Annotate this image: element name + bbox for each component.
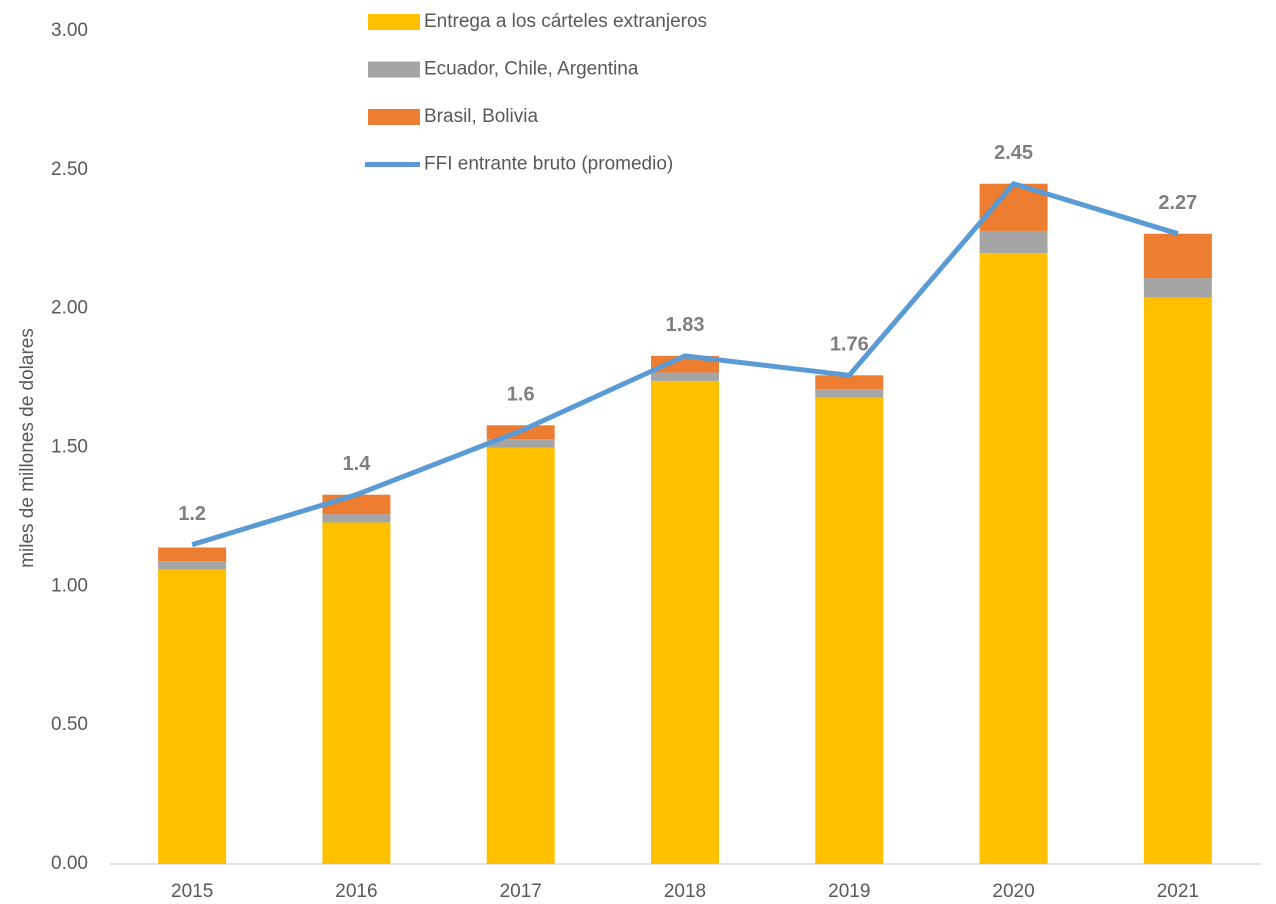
data-label: 2.27 xyxy=(1158,192,1197,214)
bar-segment xyxy=(158,569,227,864)
bar-segment xyxy=(1143,233,1212,279)
bar-segment xyxy=(815,389,884,398)
x-tick-label: 2015 xyxy=(171,881,213,902)
bar-segment xyxy=(322,514,391,523)
bar-segment xyxy=(651,380,719,864)
bar-segment xyxy=(815,397,884,864)
x-tick-label: 2019 xyxy=(828,881,870,902)
y-tick-label: 2.50 xyxy=(51,159,88,180)
bar-segment xyxy=(815,375,884,390)
x-tick-label: 2017 xyxy=(500,881,542,902)
y-tick-label: 1.50 xyxy=(51,437,88,458)
bar-segment xyxy=(158,561,227,570)
data-label: 1.2 xyxy=(178,503,206,525)
bar-segment xyxy=(979,253,1048,865)
line-series xyxy=(191,181,1179,548)
x-tick-label: 2021 xyxy=(1157,881,1199,902)
legend-label: FFI entrante bruto (promedio) xyxy=(424,154,673,175)
x-tick-label: 2018 xyxy=(664,881,706,902)
y-tick-label: 1.00 xyxy=(51,575,88,596)
legend-swatch xyxy=(368,61,420,78)
bar-segment xyxy=(651,372,719,381)
x-tick-label: 2016 xyxy=(335,881,377,902)
data-label: 1.83 xyxy=(666,314,705,336)
bar-segment xyxy=(1143,278,1212,298)
y-axis-label: miles de millones de dolares xyxy=(17,328,38,568)
legend-swatch xyxy=(368,109,420,125)
data-label: 1.6 xyxy=(507,384,535,406)
bar-segment xyxy=(158,547,227,562)
x-tick-label: 2020 xyxy=(992,881,1034,902)
bar-segment xyxy=(322,522,391,864)
data-label: 1.4 xyxy=(343,453,372,475)
y-tick-label: 0.50 xyxy=(51,714,88,735)
data-label: 1.76 xyxy=(830,334,869,356)
y-tick-label: 0.00 xyxy=(51,853,88,874)
y-tick-label: 3.00 xyxy=(51,20,88,41)
bar-segment xyxy=(979,230,1048,254)
data-label: 2.45 xyxy=(994,142,1033,164)
y-tick-label: 2.00 xyxy=(51,298,88,319)
legend-label: Brasil, Bolivia xyxy=(424,106,538,127)
bar-segment xyxy=(486,447,555,864)
bar-segment xyxy=(486,439,555,448)
legend-label: Entrega a los cárteles extranjeros xyxy=(424,11,707,32)
legend-label: Ecuador, Chile, Argentina xyxy=(424,59,639,80)
bar-segment xyxy=(1143,297,1212,864)
legend-swatch xyxy=(368,14,420,30)
